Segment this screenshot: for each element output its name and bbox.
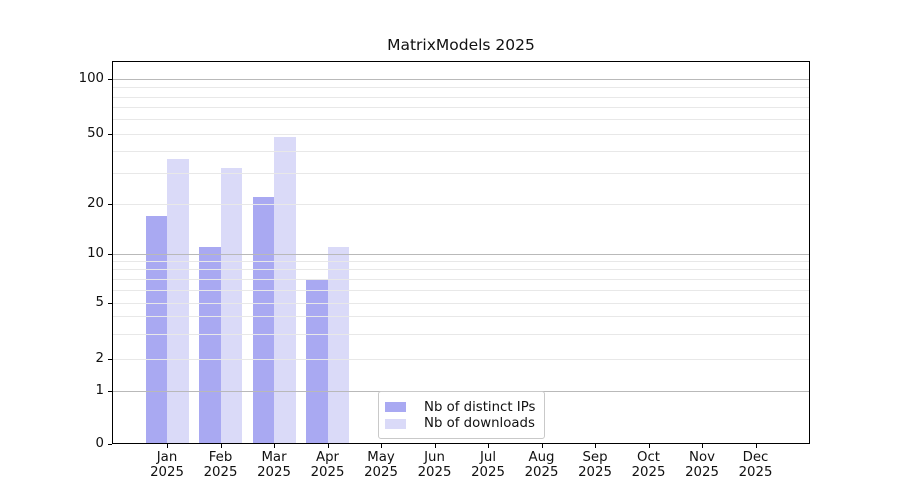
- legend-item-downloads: Nb of downloads: [385, 416, 535, 433]
- y-tick-0: [108, 444, 112, 445]
- gridline-y-60: [113, 119, 809, 121]
- bar-nb-of-distinct-ips-jan-2025: [145, 215, 167, 443]
- legend-label-downloads: Nb of downloads: [424, 416, 535, 432]
- gridline-y-80: [113, 96, 809, 98]
- x-tick-dec-2025: [756, 444, 757, 448]
- y-tick-5: [108, 303, 112, 304]
- legend-swatch-downloads: [385, 418, 406, 429]
- x-tick-may-2025: [381, 444, 382, 448]
- y-tick-label-100: 100: [78, 71, 104, 86]
- x-tick-jul-2025: [488, 444, 489, 448]
- gridline-y-70: [113, 107, 809, 109]
- legend: Nb of distinct IPs Nb of downloads: [378, 391, 546, 439]
- x-tick-oct-2025: [649, 444, 650, 448]
- x-tick-nov-2025: [702, 444, 703, 448]
- y-tick-label-50: 50: [87, 125, 104, 141]
- x-tick-label-jun-2025: Jun 2025: [417, 450, 452, 480]
- x-tick-label-nov-2025: Nov 2025: [685, 450, 719, 480]
- plot-area: [112, 61, 810, 444]
- x-tick-jun-2025: [435, 444, 436, 448]
- y-tick-100: [108, 79, 112, 80]
- x-tick-label-may-2025: May 2025: [364, 450, 398, 480]
- y-tick-label-20: 20: [87, 196, 104, 211]
- bar-nb-of-downloads-apr-2025: [327, 246, 349, 443]
- x-tick-apr-2025: [328, 444, 329, 448]
- y-tick-10: [108, 254, 112, 255]
- gridline-y-4: [113, 316, 809, 318]
- x-tick-label-mar-2025: Mar 2025: [257, 450, 291, 480]
- gridline-y-50: [113, 133, 809, 135]
- x-tick-label-dec-2025: Dec 2025: [738, 450, 773, 480]
- legend-item-distinct-ips: Nb of distinct IPs: [385, 399, 535, 416]
- legend-swatch-distinct-ips: [385, 402, 406, 413]
- y-tick-label-2: 2: [95, 351, 104, 366]
- y-tick-label-5: 5: [95, 294, 104, 310]
- gridline-y-20: [113, 204, 809, 205]
- x-tick-mar-2025: [274, 444, 275, 448]
- chart-title: MatrixModels 2025: [387, 36, 535, 54]
- gridline-y-7: [113, 278, 809, 280]
- bar-nb-of-distinct-ips-mar-2025: [252, 196, 274, 443]
- x-tick-feb-2025: [221, 444, 222, 448]
- x-tick-label-aug-2025: Aug 2025: [524, 450, 559, 480]
- gridline-y-8: [113, 269, 809, 271]
- bar-nb-of-distinct-ips-apr-2025: [306, 278, 328, 443]
- y-tick-1: [108, 391, 112, 392]
- x-tick-label-oct-2025: Oct 2025: [631, 450, 666, 480]
- y-tick-20: [108, 204, 112, 205]
- x-tick-sep-2025: [595, 444, 596, 448]
- gridline-y-5: [113, 302, 809, 304]
- x-tick-label-feb-2025: Feb 2025: [203, 450, 238, 480]
- bar-nb-of-distinct-ips-feb-2025: [199, 246, 221, 443]
- gridline-y-2: [113, 359, 809, 360]
- y-tick-2: [108, 359, 112, 360]
- y-tick-label-10: 10: [87, 245, 104, 261]
- bar-nb-of-downloads-feb-2025: [220, 167, 242, 443]
- x-tick-label-sep-2025: Sep 2025: [578, 450, 612, 480]
- gridline-y-3: [113, 333, 809, 335]
- gridline-y-6: [113, 289, 809, 291]
- x-tick-aug-2025: [542, 444, 543, 448]
- x-tick-jan-2025: [167, 444, 168, 448]
- bar-nb-of-downloads-jan-2025: [167, 158, 189, 443]
- x-tick-label-jan-2025: Jan 2025: [150, 450, 184, 480]
- x-tick-label-jul-2025: Jul 2025: [471, 450, 505, 480]
- legend-label-distinct-ips: Nb of distinct IPs: [424, 399, 536, 415]
- gridline-y-9: [113, 260, 809, 262]
- y-tick-label-1: 1: [95, 383, 104, 398]
- gridline-y-10: [113, 253, 809, 255]
- gridline-y-100: [113, 79, 809, 80]
- x-tick-label-apr-2025: Apr 2025: [310, 450, 345, 480]
- y-tick-50: [108, 134, 112, 135]
- y-tick-label-0: 0: [95, 435, 104, 451]
- gridline-y-90: [113, 87, 809, 89]
- gridline-y-40: [113, 150, 809, 152]
- gridline-y-30: [113, 172, 809, 174]
